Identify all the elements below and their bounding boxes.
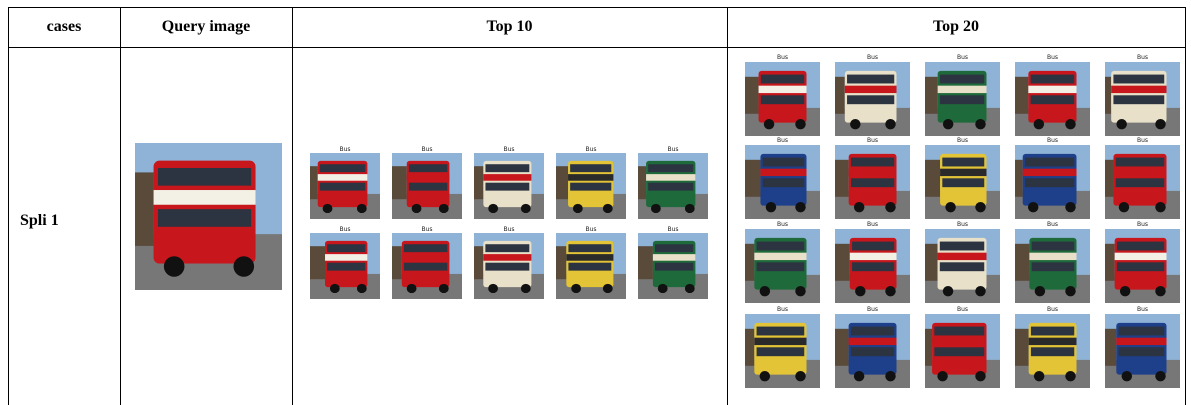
bus-image xyxy=(835,314,910,388)
bus-image xyxy=(745,145,820,219)
bus-image xyxy=(556,233,626,299)
header-cell: cases xyxy=(8,7,120,47)
bus-image xyxy=(135,143,282,290)
table-border xyxy=(292,7,293,405)
bus-image xyxy=(835,145,910,219)
table-border xyxy=(1185,7,1186,405)
bus-image xyxy=(392,153,462,219)
page: cases Query image Top 10 Top 20 Spli 1 B… xyxy=(0,0,1191,405)
image-label: Bus xyxy=(835,221,910,228)
bus-image xyxy=(745,229,820,303)
bus-image xyxy=(745,62,820,136)
image-label: Bus xyxy=(392,226,462,233)
bus-image xyxy=(925,145,1000,219)
case-label: Spli 1 xyxy=(20,212,59,230)
bus-image xyxy=(392,233,462,299)
image-label: Bus xyxy=(638,226,708,233)
bus-image xyxy=(1015,229,1090,303)
table-border xyxy=(8,47,1186,48)
image-label: Bus xyxy=(474,146,544,153)
bus-image xyxy=(1015,145,1090,219)
image-label: Bus xyxy=(1105,54,1180,61)
bus-image xyxy=(474,233,544,299)
image-label: Bus xyxy=(745,137,820,144)
bus-image xyxy=(556,153,626,219)
bus-image xyxy=(745,314,820,388)
table-border xyxy=(120,7,121,405)
image-label: Bus xyxy=(1015,137,1090,144)
image-label: Bus xyxy=(745,54,820,61)
image-label: Bus xyxy=(925,221,1000,228)
bus-image xyxy=(1105,62,1180,136)
image-label: Bus xyxy=(745,306,820,313)
image-label: Bus xyxy=(835,137,910,144)
header-cell: Top 20 xyxy=(727,7,1185,47)
image-label: Bus xyxy=(1015,221,1090,228)
bus-image xyxy=(638,233,708,299)
image-label: Bus xyxy=(835,54,910,61)
bus-image xyxy=(1105,145,1180,219)
image-label: Bus xyxy=(556,146,626,153)
image-label: Bus xyxy=(1105,306,1180,313)
image-label: Bus xyxy=(925,306,1000,313)
image-label: Bus xyxy=(556,226,626,233)
image-label: Bus xyxy=(745,221,820,228)
image-label: Bus xyxy=(925,54,1000,61)
image-label: Bus xyxy=(835,306,910,313)
table-border xyxy=(8,7,9,405)
bus-image xyxy=(1015,314,1090,388)
bus-image xyxy=(1105,229,1180,303)
bus-image xyxy=(310,233,380,299)
header-cell: Top 10 xyxy=(292,7,727,47)
image-label: Bus xyxy=(310,226,380,233)
table-border xyxy=(727,7,728,405)
image-label: Bus xyxy=(474,226,544,233)
header-cell: Query image xyxy=(120,7,292,47)
bus-image xyxy=(474,153,544,219)
bus-image xyxy=(835,229,910,303)
bus-image xyxy=(638,153,708,219)
bus-image xyxy=(925,62,1000,136)
bus-image xyxy=(1105,314,1180,388)
image-label: Bus xyxy=(1015,54,1090,61)
image-label: Bus xyxy=(392,146,462,153)
image-label: Bus xyxy=(1105,221,1180,228)
bus-image xyxy=(925,229,1000,303)
image-label: Bus xyxy=(1105,137,1180,144)
image-label: Bus xyxy=(1015,306,1090,313)
image-label: Bus xyxy=(925,137,1000,144)
image-label: Bus xyxy=(638,146,708,153)
bus-image xyxy=(835,62,910,136)
bus-image xyxy=(1015,62,1090,136)
bus-image xyxy=(925,314,1000,388)
image-label: Bus xyxy=(310,146,380,153)
bus-image xyxy=(310,153,380,219)
